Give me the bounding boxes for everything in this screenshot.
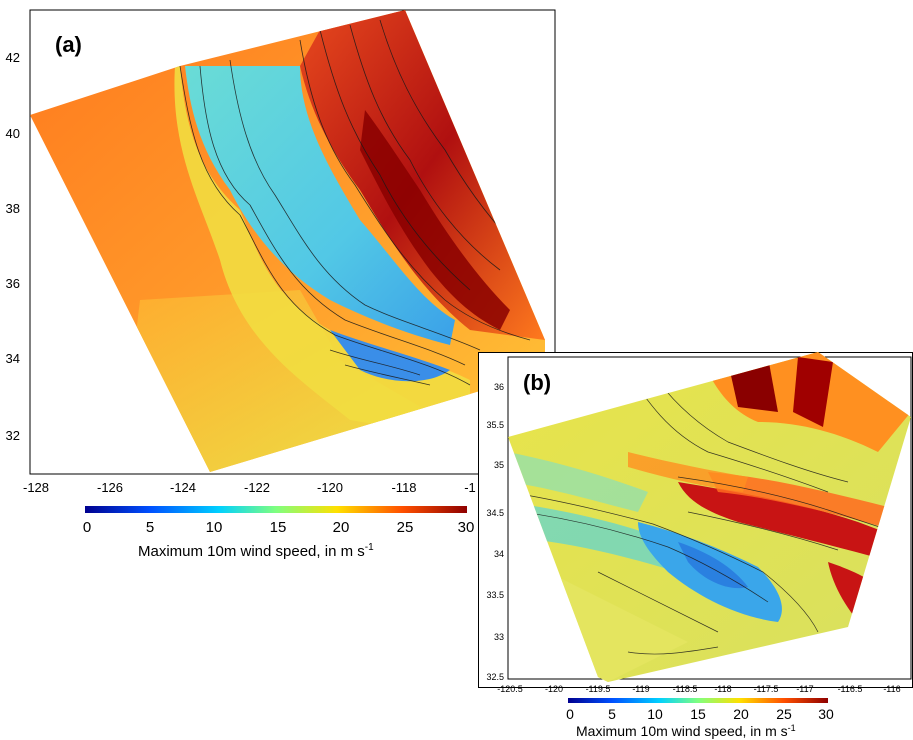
panel-a-cb-tick: 20	[333, 519, 350, 536]
panel-b: 36 35.5 35 34.5 34 33.5 33 32.5 -120.5 -…	[478, 352, 913, 739]
panel-b-x-tick: -116	[883, 684, 900, 694]
panel-a-x-tick: -122	[244, 480, 270, 495]
panel-a-y-tick: 40	[6, 126, 20, 141]
panel-b-x-tick: -119.5	[586, 684, 611, 694]
panel-b-cb-tick: 15	[690, 706, 706, 722]
panel-a-x-tick: -126	[97, 480, 123, 495]
panel-a-y-tick: 42	[6, 50, 20, 65]
panel-b-cb-tick: 10	[647, 706, 663, 722]
panel-b-y-tick: 32.5	[486, 672, 504, 682]
panel-a-tag: (a)	[55, 32, 82, 57]
panel-b-y-tick: 33	[494, 632, 504, 642]
panel-b-y-tick: 36	[494, 382, 504, 392]
panel-a-cb-tick: 5	[146, 519, 154, 536]
panel-b-cb-tick: 25	[776, 706, 792, 722]
panel-a-cb-tick: 15	[270, 519, 287, 536]
panel-a-cb-tick: 0	[83, 519, 91, 536]
panel-b-x-tick: -118.5	[673, 684, 698, 694]
panel-b-y-axis: 36 35.5 35 34.5 34 33.5 33 32.5	[486, 382, 504, 682]
panel-a-cb-tick: 25	[397, 519, 414, 536]
panel-b-y-tick: 34.5	[486, 508, 504, 518]
panel-b-x-tick: -119	[632, 684, 649, 694]
panel-a-y-tick: 36	[6, 276, 20, 291]
panel-a-y-tick: 34	[6, 351, 20, 366]
panel-a-colorbar-bar	[85, 506, 467, 513]
panel-b-x-tick: -116.5	[838, 684, 863, 694]
panel-a-colorbar: 0 5 10 15 20 25 30 Maximum 10m wind spee…	[83, 506, 475, 560]
panel-b-x-tick: -117	[796, 684, 813, 694]
panel-a-x-tick: -120	[317, 480, 343, 495]
panel-a-x-tick: -124	[170, 480, 196, 495]
panel-b-y-tick: 35	[494, 460, 504, 470]
panel-b-container: 36 35.5 35 34.5 34 33.5 33 32.5 -120.5 -…	[478, 352, 913, 740]
panel-b-y-tick: 33.5	[486, 590, 504, 600]
panel-b-y-tick: 35.5	[486, 420, 504, 430]
panel-a-x-axis: -128 -126 -124 -122 -120 -118 -1	[23, 480, 476, 495]
panel-a-cb-tick: 10	[206, 519, 223, 536]
panel-a-colorbar-title: Maximum 10m wind speed, in m s-1	[138, 542, 374, 560]
panel-b-x-tick: -120	[545, 684, 563, 694]
panel-b-colorbar-title: Maximum 10m wind speed, in m s-1	[576, 723, 796, 739]
panel-b-colorbar-title-sup: -1	[788, 723, 796, 733]
panel-a-cb-tick: 30	[458, 519, 475, 536]
panel-b-y-tick: 34	[494, 549, 504, 559]
panel-b-x-tick: -117.5	[754, 684, 779, 694]
panel-a-x-tick: -118	[391, 480, 416, 495]
panel-b-colorbar-bar	[568, 698, 828, 703]
panel-a-x-tick: -1	[464, 480, 476, 495]
panel-b-cb-tick: 5	[608, 706, 616, 722]
panel-a-x-tick: -128	[23, 480, 49, 495]
panel-b-cb-tick: 20	[733, 706, 749, 722]
panel-b-colorbar: 0 5 10 15 20 25 30 Maximum 10m wind spee…	[566, 698, 834, 739]
panel-a-y-tick: 32	[6, 428, 20, 443]
panel-b-x-axis: -120.5 -120 -119.5 -119 -118.5 -118 -117…	[497, 684, 900, 694]
panel-b-cb-tick: 0	[566, 706, 574, 722]
panel-a-contours	[179, 19, 531, 386]
panel-b-x-tick: -118	[714, 684, 731, 694]
panel-a-y-tick: 38	[6, 201, 20, 216]
panel-b-cb-tick: 30	[818, 706, 834, 722]
panel-b-x-tick: -120.5	[497, 684, 523, 694]
panel-a-y-axis: 42 40 38 36 34 32	[6, 50, 20, 443]
panel-b-tag: (b)	[523, 370, 551, 395]
panel-a-colorbar-title-sup: -1	[365, 542, 374, 553]
